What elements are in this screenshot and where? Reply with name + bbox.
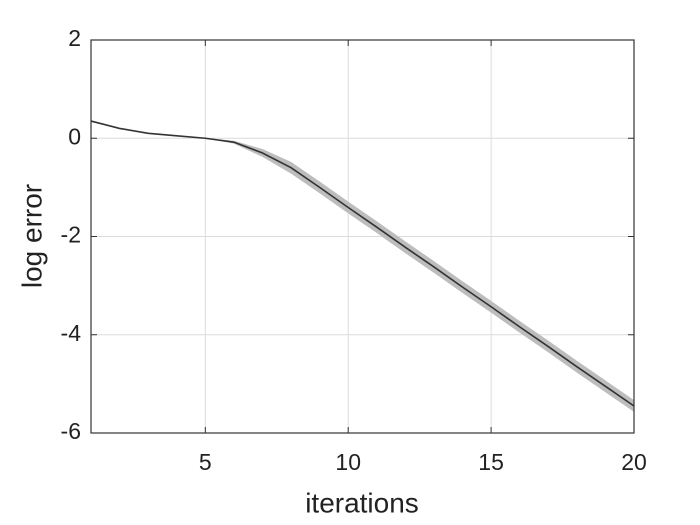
y-axis-label: log error — [16, 184, 47, 288]
error-band — [91, 121, 634, 412]
y-tick-label: -6 — [61, 418, 81, 444]
line — [90, 120, 635, 407]
y-tick-label: 0 — [68, 123, 81, 149]
x-tick-label: 10 — [335, 449, 361, 475]
y-tick-label: -4 — [61, 320, 82, 346]
y-tick-label: 2 — [68, 25, 81, 51]
x-tick-label: 15 — [478, 449, 504, 475]
y-tick-label: -2 — [61, 222, 81, 248]
plot-frame — [90, 39, 635, 434]
x-tick-label: 20 — [621, 449, 647, 475]
x-tick-label: 5 — [199, 449, 212, 475]
x-axis-label: iterations — [305, 487, 419, 518]
